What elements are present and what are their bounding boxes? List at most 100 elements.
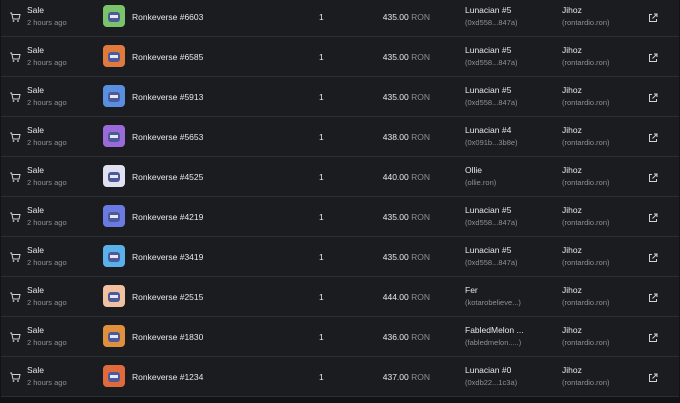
price: 435.00 RON (383, 52, 430, 62)
item-name: Ronkeverse #1234 (132, 372, 204, 382)
event-type: Sale (27, 125, 45, 135)
price-currency: RON (411, 252, 430, 262)
quantity: 1 (319, 372, 324, 382)
cart-icon (9, 370, 21, 388)
quantity: 1 (319, 172, 324, 182)
to-address: (rontardio.ron) (562, 218, 610, 227)
from-name: Lunacian #0 (465, 365, 512, 375)
cart-icon (9, 130, 21, 148)
external-link[interactable] (648, 330, 658, 348)
to-address: (rontardio.ron) (562, 138, 610, 147)
external-link[interactable] (648, 10, 658, 28)
price-currency: RON (411, 92, 430, 102)
from-address: (kotarobelieve...) (465, 298, 521, 307)
price-amount: 435.00 (382, 12, 409, 22)
item-name: Ronkeverse #2515 (132, 292, 204, 302)
price: 435.00 RON (383, 12, 430, 22)
to-name: Jihoz (562, 365, 582, 375)
from-name: Lunacian #5 (465, 5, 512, 15)
item-name: Ronkeverse #1830 (132, 332, 204, 342)
table-row: Sale 2 hours ago Ronkeverse #3419 1 435.00 R… (1, 237, 679, 277)
cart-icon (9, 10, 21, 28)
event-time: 2 hours ago (27, 218, 67, 227)
price-currency: RON (411, 132, 430, 142)
table-row: Sale 2 hours ago Ronkeverse #5653 1 438.00 R… (1, 117, 679, 157)
event-type: Sale (27, 245, 45, 255)
price: 435.00 RON (383, 252, 430, 262)
event-time: 2 hours ago (27, 58, 67, 67)
event-type: Sale (27, 45, 45, 55)
price: 444.00 RON (383, 292, 430, 302)
price-amount: 437.00 (382, 372, 409, 382)
price-amount: 436.00 (382, 332, 409, 342)
table-row: Sale 2 hours ago Ronkeverse #1830 1 436.00 R… (1, 317, 679, 357)
to-name: Jihoz (562, 125, 582, 135)
event-type: Sale (27, 5, 45, 15)
price-currency: RON (411, 332, 430, 342)
item-name: Ronkeverse #5653 (132, 132, 204, 142)
event-time: 2 hours ago (27, 18, 67, 27)
external-link[interactable] (648, 210, 658, 228)
from-address: (0xd558...847a) (465, 218, 518, 227)
quantity: 1 (319, 132, 324, 142)
external-link[interactable] (648, 90, 658, 108)
price-amount: 435.00 (382, 92, 409, 102)
price-currency: RON (411, 12, 430, 22)
event-type: Sale (27, 205, 45, 215)
from-address: (0xd558...847a) (465, 18, 518, 27)
to-name: Jihoz (562, 325, 582, 335)
external-link[interactable] (648, 170, 658, 188)
price: 438.00 RON (383, 132, 430, 142)
quantity: 1 (319, 92, 324, 102)
external-link[interactable] (648, 130, 658, 148)
to-name: Jihoz (562, 85, 582, 95)
item-name: Ronkeverse #3419 (132, 252, 204, 262)
price-amount: 435.00 (382, 212, 409, 222)
item-thumbnail (103, 245, 125, 267)
event-type: Sale (27, 285, 45, 295)
event-type: Sale (27, 85, 45, 95)
table-row: Sale 2 hours ago Ronkeverse #4525 1 440.00 R… (1, 157, 679, 197)
item-thumbnail (103, 365, 125, 387)
price-amount: 444.00 (382, 292, 409, 302)
from-name: FabledMelon ... (465, 325, 524, 335)
from-name: Lunacian #4 (465, 125, 512, 135)
item-thumbnail (103, 165, 125, 187)
external-link[interactable] (648, 250, 658, 268)
external-link[interactable] (648, 370, 658, 388)
cart-icon (9, 250, 21, 268)
from-address: (0xd558...847a) (465, 58, 518, 67)
price-amount: 435.00 (382, 252, 409, 262)
to-address: (rontardio.ron) (562, 178, 610, 187)
table-row: Sale 2 hours ago Ronkeverse #6603 1 435.00 R… (1, 0, 679, 37)
to-address: (rontardio.ron) (562, 258, 610, 267)
price: 435.00 RON (383, 212, 430, 222)
from-address: (0xd558...847a) (465, 258, 518, 267)
price-currency: RON (411, 372, 430, 382)
external-link[interactable] (648, 290, 658, 308)
to-address: (rontardio.ron) (562, 378, 610, 387)
from-name: Ollie (465, 165, 483, 175)
item-name: Ronkeverse #6585 (132, 52, 204, 62)
item-name: Ronkeverse #6603 (132, 12, 204, 22)
table-row: Sale 2 hours ago Ronkeverse #5913 1 435.00 R… (1, 77, 679, 117)
item-name: Ronkeverse #4219 (132, 212, 204, 222)
item-thumbnail (103, 285, 125, 307)
quantity: 1 (319, 52, 324, 62)
to-name: Jihoz (562, 45, 582, 55)
from-name: Lunacian #5 (465, 245, 512, 255)
price-amount: 440.00 (382, 172, 409, 182)
cart-icon (9, 50, 21, 68)
quantity: 1 (319, 212, 324, 222)
item-thumbnail (103, 325, 125, 347)
price: 435.00 RON (383, 92, 430, 102)
from-address: (0xdb22...1c3a) (465, 378, 518, 387)
table-row: Sale 2 hours ago Ronkeverse #2515 1 444.00 R… (1, 277, 679, 317)
quantity: 1 (319, 292, 324, 302)
from-address: (fabledmelon.....) (465, 338, 522, 347)
quantity: 1 (319, 332, 324, 342)
external-link[interactable] (648, 50, 658, 68)
to-name: Jihoz (562, 285, 582, 295)
item-thumbnail (103, 45, 125, 67)
